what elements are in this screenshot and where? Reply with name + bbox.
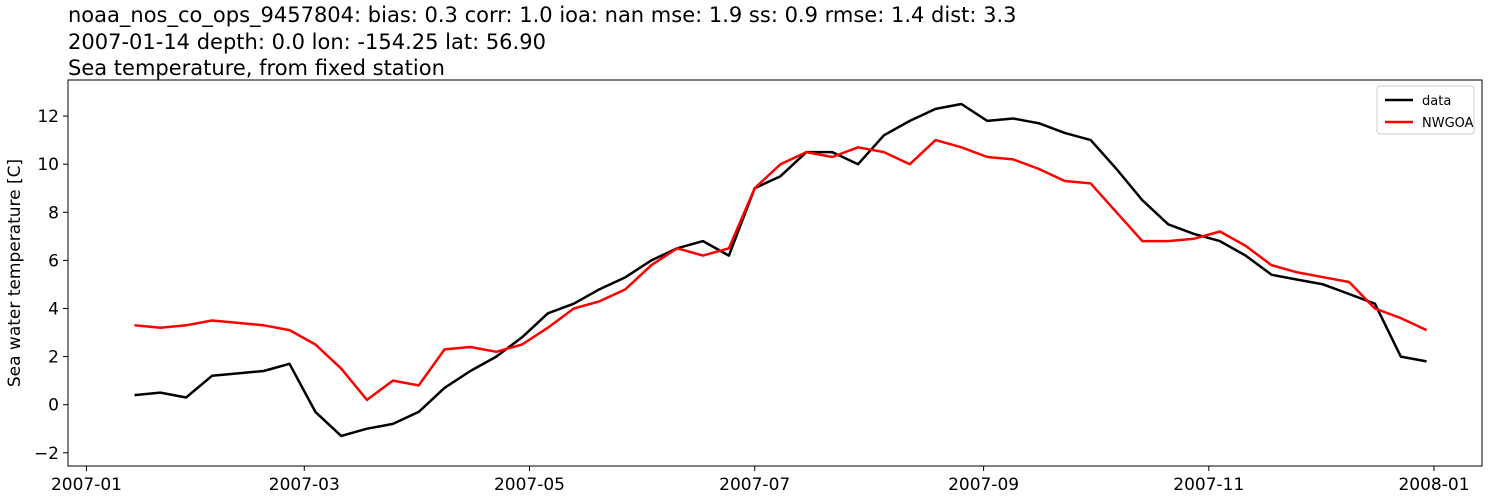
y-tick-label: 0 (48, 396, 59, 416)
y-tick-label: 12 (37, 107, 59, 127)
x-tick-label: 2007-07 (719, 475, 790, 495)
y-axis-label: Sea water temperature [C] (5, 159, 25, 387)
series-line (134, 102, 1427, 438)
series-line (134, 138, 1428, 402)
x-tick-label: 2007-09 (948, 475, 1019, 495)
y-tick-label: 6 (48, 251, 59, 271)
x-tick-label: 2007-03 (269, 475, 340, 495)
y-tick-label: 4 (48, 299, 59, 319)
plot-frame (67, 79, 1483, 467)
y-tick-label: 8 (48, 203, 59, 223)
x-tick-label: 2007-11 (1173, 475, 1244, 495)
y-tick-label: 2 (48, 348, 59, 368)
y-tick-label: 10 (37, 155, 59, 175)
y-tick-label: −2 (34, 444, 59, 464)
legend-label: NWGOA (1422, 116, 1474, 131)
x-tick-label: 2007-01 (51, 475, 122, 495)
x-tick-label: 2008-01 (1398, 475, 1469, 495)
legend-label: data (1422, 94, 1451, 109)
chart-subtitle: 2007-01-14 depth: 0.0 lon: -154.25 lat: … (68, 30, 546, 54)
chart-title: noaa_nos_co_ops_9457804: bias: 0.3 corr:… (68, 3, 1017, 28)
chart-subtitle: Sea temperature, from fixed station (68, 56, 445, 80)
x-tick-label: 2007-05 (494, 475, 565, 495)
